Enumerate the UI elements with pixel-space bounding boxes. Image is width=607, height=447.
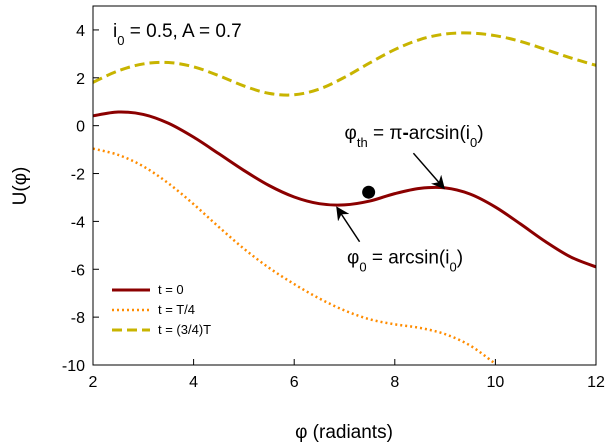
legend-label-t-three-quarter: t = (3/4)T: [158, 322, 211, 337]
plot-frame: [92, 5, 597, 366]
y-tick-label: -4: [71, 214, 85, 231]
y-tick-label: -10: [62, 358, 85, 375]
y-tick-label: -6: [71, 262, 85, 279]
y-tick-label: -8: [71, 310, 85, 327]
x-tick-label: 8: [390, 374, 399, 391]
annotation-arrow-1: [336, 206, 361, 243]
legend-label-t0: t = 0: [158, 282, 184, 297]
series-line-0: [93, 110, 596, 269]
particle-marker: [362, 185, 376, 199]
x-axis-label: φ (radiants): [295, 422, 393, 443]
series-line-1: [93, 147, 497, 365]
x-tick-label: 12: [587, 374, 605, 391]
legend-label-t-quarter: t = T/4: [158, 302, 195, 317]
legend: t = 0 t = T/4 t = (3/4)T: [112, 282, 211, 337]
y-tick-label: 4: [76, 23, 85, 40]
annotation-arrow-0: [412, 152, 445, 190]
y-tick-label: 2: [76, 71, 85, 88]
x-tick-label: 4: [189, 374, 198, 391]
params-label: i0 = 0.5, A = 0.7: [113, 21, 242, 48]
series-line-2: [93, 31, 596, 97]
y-axis-label: U(φ): [10, 167, 31, 206]
y-tick-label: 0: [76, 119, 85, 136]
x-tick-label: 10: [487, 374, 505, 391]
x-tick-label: 2: [89, 374, 98, 391]
annotation-phi-th: φth = π-arcsin(i0): [345, 123, 484, 150]
y-tick-label: -2: [71, 167, 85, 184]
x-tick-label: 6: [290, 374, 299, 391]
annotation-phi-0: φ0 = arcsin(i0): [347, 247, 463, 274]
